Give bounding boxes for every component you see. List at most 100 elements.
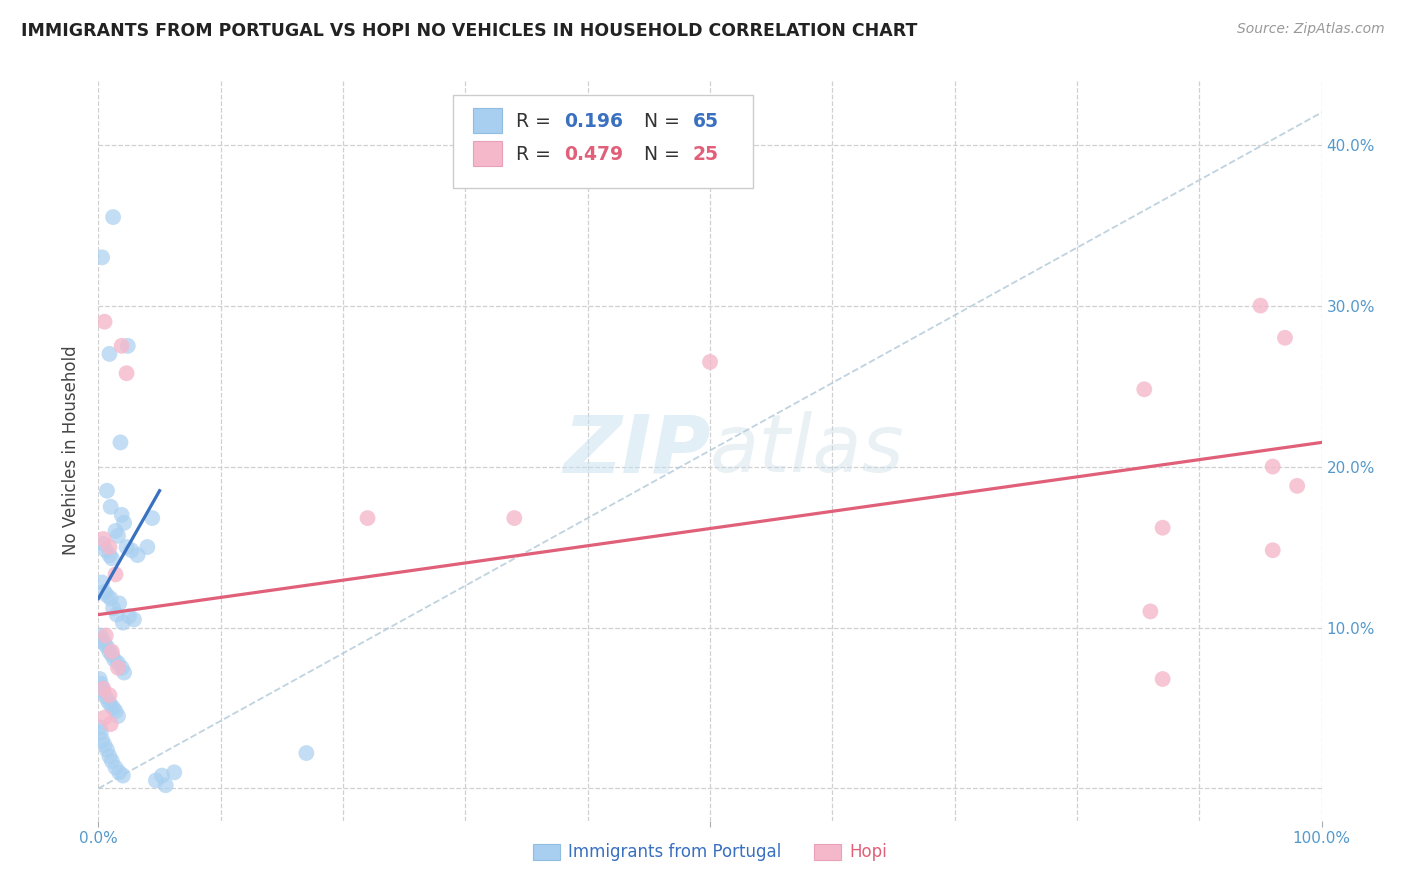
Point bbox=[94, 690, 117, 704]
Point bbox=[107, 529, 129, 543]
Point bbox=[503, 511, 526, 525]
Text: N =: N = bbox=[631, 112, 686, 131]
Point bbox=[91, 537, 114, 551]
FancyBboxPatch shape bbox=[472, 141, 502, 166]
Point bbox=[1139, 604, 1161, 618]
Text: Source: ZipAtlas.com: Source: ZipAtlas.com bbox=[1237, 22, 1385, 37]
Point bbox=[1274, 331, 1296, 345]
FancyBboxPatch shape bbox=[472, 108, 502, 133]
Point bbox=[98, 645, 121, 659]
Point bbox=[91, 575, 114, 590]
Point bbox=[100, 698, 122, 712]
Y-axis label: No Vehicles in Household: No Vehicles in Household bbox=[62, 345, 80, 556]
Text: 65: 65 bbox=[693, 112, 718, 131]
Point bbox=[89, 720, 111, 734]
Point bbox=[93, 637, 115, 651]
Point bbox=[115, 540, 138, 554]
Point bbox=[98, 688, 121, 702]
Point bbox=[91, 733, 114, 747]
Point bbox=[90, 677, 112, 691]
Text: 0.479: 0.479 bbox=[564, 145, 624, 164]
Point bbox=[98, 749, 121, 764]
Point bbox=[94, 628, 117, 642]
Point bbox=[120, 543, 142, 558]
Point bbox=[101, 601, 124, 615]
Text: R =: R = bbox=[516, 112, 557, 131]
Legend: Immigrants from Portugal, Hopi: Immigrants from Portugal, Hopi bbox=[526, 837, 894, 868]
Point bbox=[127, 548, 149, 562]
Text: N =: N = bbox=[631, 145, 686, 164]
Point bbox=[163, 765, 186, 780]
Point bbox=[101, 551, 124, 566]
Point bbox=[89, 672, 111, 686]
Point bbox=[111, 339, 134, 353]
Point bbox=[1249, 299, 1271, 313]
Point bbox=[117, 339, 139, 353]
Point bbox=[122, 612, 145, 626]
Point bbox=[118, 609, 141, 624]
Point bbox=[295, 746, 318, 760]
Point bbox=[111, 615, 134, 630]
Point bbox=[101, 210, 124, 224]
Point bbox=[96, 640, 118, 654]
Point bbox=[150, 768, 173, 782]
Point bbox=[107, 661, 129, 675]
Point bbox=[155, 778, 177, 792]
Point bbox=[91, 250, 114, 264]
Point bbox=[93, 711, 115, 725]
Point bbox=[111, 768, 134, 782]
Point bbox=[1261, 459, 1284, 474]
Text: IMMIGRANTS FROM PORTUGAL VS HOPI NO VEHICLES IN HOUSEHOLD CORRELATION CHART: IMMIGRANTS FROM PORTUGAL VS HOPI NO VEHI… bbox=[21, 22, 918, 40]
Point bbox=[111, 661, 134, 675]
Point bbox=[91, 681, 114, 696]
Point bbox=[98, 347, 121, 361]
Point bbox=[93, 738, 115, 752]
Point bbox=[105, 607, 128, 622]
Point bbox=[699, 355, 721, 369]
Point bbox=[93, 315, 115, 329]
Text: ZIP: ZIP bbox=[562, 411, 710, 490]
Point bbox=[90, 725, 112, 739]
Text: 25: 25 bbox=[693, 145, 718, 164]
Point bbox=[1152, 672, 1174, 686]
Point bbox=[101, 701, 124, 715]
Point bbox=[104, 524, 127, 538]
Point bbox=[101, 645, 124, 659]
Point bbox=[104, 567, 127, 582]
Point bbox=[1152, 521, 1174, 535]
Point bbox=[101, 754, 124, 768]
Point bbox=[100, 717, 122, 731]
Point bbox=[103, 653, 125, 667]
Point bbox=[141, 511, 163, 525]
Point bbox=[1261, 543, 1284, 558]
Point bbox=[96, 588, 118, 602]
Point bbox=[107, 656, 129, 670]
Point bbox=[115, 366, 138, 380]
Point bbox=[356, 511, 378, 525]
Point bbox=[108, 596, 131, 610]
Point bbox=[1286, 479, 1309, 493]
Point bbox=[98, 548, 121, 562]
Point bbox=[110, 435, 132, 450]
Point bbox=[98, 540, 121, 554]
Point bbox=[112, 516, 135, 530]
Point bbox=[93, 585, 115, 599]
Point bbox=[97, 694, 120, 708]
Point bbox=[100, 591, 122, 606]
Point bbox=[104, 760, 127, 774]
Text: 0.196: 0.196 bbox=[564, 112, 623, 131]
Point bbox=[91, 681, 114, 696]
Point bbox=[91, 532, 114, 546]
Point bbox=[96, 743, 118, 757]
Point bbox=[136, 540, 159, 554]
FancyBboxPatch shape bbox=[453, 95, 752, 187]
Point bbox=[108, 765, 131, 780]
Point bbox=[91, 685, 114, 699]
Point bbox=[94, 543, 117, 558]
Point bbox=[96, 483, 118, 498]
Point bbox=[100, 500, 122, 514]
Point bbox=[107, 709, 129, 723]
Point bbox=[111, 508, 134, 522]
Point bbox=[101, 648, 124, 662]
Point bbox=[145, 773, 167, 788]
